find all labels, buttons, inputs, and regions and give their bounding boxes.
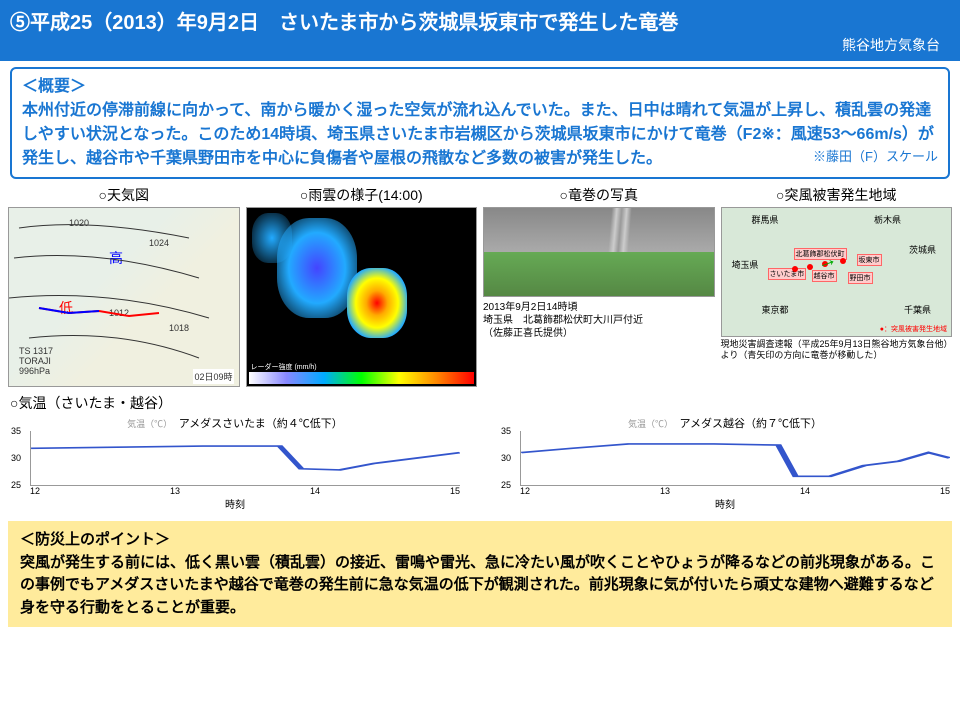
temp-chart-koshigaya: 気温（℃） アメダス越谷（約７℃低下） 35 30 25 12 13 14 15… bbox=[500, 415, 950, 511]
isobar-lines bbox=[9, 208, 239, 386]
header-bar: ⑤平成25（2013）年9月2日 さいたま市から茨城県坂東市で発生した竜巻 熊谷… bbox=[0, 0, 960, 61]
temperature-section: ○気温（さいたま・越谷） 気温（℃） アメダスさいたま（約４℃低下） 35 30… bbox=[0, 389, 960, 515]
summary-body: 本州付近の停滞前線に向かって、南から暖かく湿った空気が流れ込んでいた。また、日中… bbox=[22, 102, 934, 167]
radar-scale bbox=[249, 372, 475, 384]
summary-note: ※藤田（F）スケール bbox=[813, 147, 938, 167]
damage-title: ○突風被害発生地域 bbox=[721, 185, 953, 205]
damage-map: 群馬県 栃木県 茨城県 埼玉県 東京都 千葉県 北葛飾郡松伏町 さいたま市 越谷… bbox=[721, 207, 953, 337]
damage-panel: ○突風被害発生地域 群馬県 栃木県 茨城県 埼玉県 東京都 千葉県 北葛飾郡松伏… bbox=[721, 185, 953, 387]
damage-caption: 現地災害調査速報（平成25年9月13日熊谷地方気象台他）より（青矢印の方向に竜巻… bbox=[721, 339, 953, 361]
weather-panel: ○天気図 1020 1024 高 低 1012 1018 TS 1317 TOR… bbox=[8, 185, 240, 387]
panels-row: ○天気図 1020 1024 高 低 1012 1018 TS 1317 TOR… bbox=[0, 183, 960, 389]
tornado-panel: ○竜巻の写真 2013年9月2日14時頃 埼玉県 北葛飾郡松伏町大川戸付近 （佐… bbox=[483, 185, 715, 387]
footer-box: ＜防災上のポイント＞ 突風が発生する前には、低く黒い雲（積乱雲）の接近、雷鳴や雷… bbox=[8, 521, 952, 627]
header-subtitle: 熊谷地方気象台 bbox=[10, 35, 950, 55]
radar-map: レーダー強度 (mm/h) bbox=[246, 207, 478, 387]
radar-title: ○雨雲の様子(14:00) bbox=[246, 185, 478, 205]
temp-line-2 bbox=[521, 431, 950, 485]
tornado-funnel-icon bbox=[608, 208, 632, 252]
summary-box: ＜概要＞ 本州付近の停滞前線に向かって、南から暖かく湿った空気が流れ込んでいた。… bbox=[10, 67, 950, 179]
temp-title: ○気温（さいたま・越谷） bbox=[10, 393, 950, 413]
chart-canvas: 35 30 25 bbox=[30, 431, 460, 486]
chart-canvas: 35 30 25 bbox=[520, 431, 950, 486]
page-title: ⑤平成25（2013）年9月2日 さいたま市から茨城県坂東市で発生した竜巻 bbox=[10, 6, 950, 35]
tornado-photo bbox=[483, 207, 715, 297]
weather-map: 1020 1024 高 低 1012 1018 TS 1317 TORAJI 9… bbox=[8, 207, 240, 387]
photo-caption: 2013年9月2日14時頃 埼玉県 北葛飾郡松伏町大川戸付近 （佐藤正喜氏提供） bbox=[483, 301, 715, 340]
temp-line-1 bbox=[31, 431, 460, 485]
footer-heading: ＜防災上のポイント＞ bbox=[20, 529, 940, 552]
radar-panel: ○雨雲の様子(14:00) レーダー強度 (mm/h) bbox=[246, 185, 478, 387]
footer-body: 突風が発生する前には、低く黒い雲（積乱雲）の接近、雷鳴や雷光、急に冷たい風が吹く… bbox=[20, 552, 940, 620]
summary-heading: ＜概要＞ bbox=[22, 75, 938, 99]
tornado-title: ○竜巻の写真 bbox=[483, 185, 715, 205]
temp-chart-saitama: 気温（℃） アメダスさいたま（約４℃低下） 35 30 25 12 13 14 … bbox=[10, 415, 460, 511]
weather-title: ○天気図 bbox=[8, 185, 240, 205]
